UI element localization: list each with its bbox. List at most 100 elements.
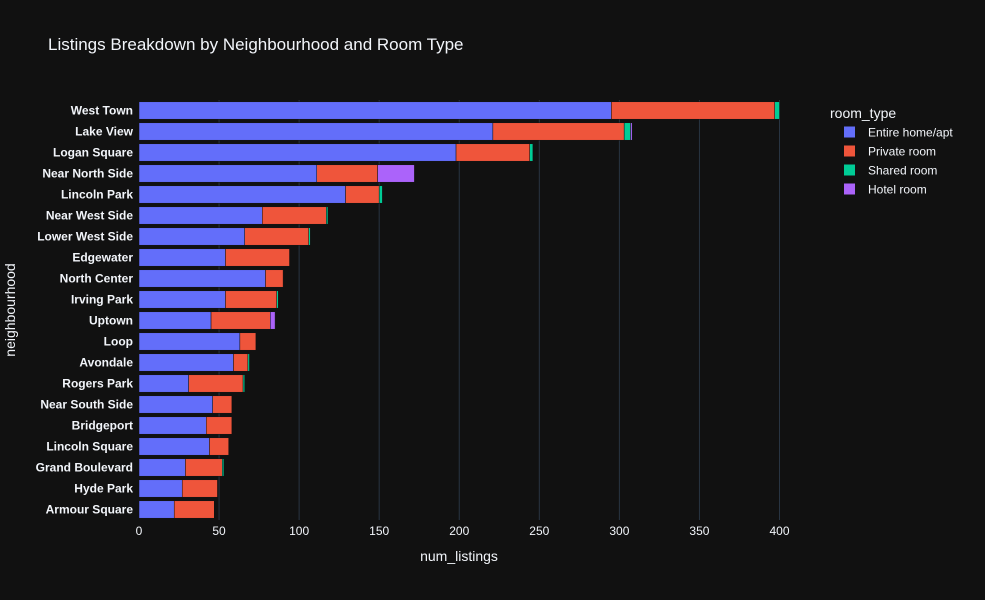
bar-segment[interactable] — [378, 185, 383, 204]
x-tick-label: 50 — [212, 524, 226, 538]
bar-segment[interactable] — [138, 143, 457, 162]
x-axis-label: num_listings — [420, 548, 498, 564]
bar-segment[interactable] — [247, 353, 250, 372]
bar-segment[interactable] — [308, 227, 311, 246]
bar-segment[interactable] — [138, 248, 226, 267]
bar-segment[interactable] — [210, 311, 271, 330]
x-tick-label: 0 — [136, 524, 143, 538]
chart-title: Listings Breakdown by Neighbourhood and … — [48, 35, 464, 54]
bar-segment[interactable] — [212, 395, 233, 414]
y-tick-label: North Center — [60, 272, 134, 286]
bar-segment[interactable] — [188, 374, 244, 393]
bar-segment[interactable] — [242, 374, 245, 393]
bar-segment[interactable] — [138, 437, 210, 456]
bar-segment[interactable] — [276, 290, 279, 309]
bar-segment[interactable] — [611, 101, 775, 120]
legend-label[interactable]: Shared room — [868, 164, 937, 178]
bar-segment[interactable] — [623, 122, 631, 141]
y-tick-label: Edgewater — [72, 251, 133, 265]
bar-segment[interactable] — [138, 122, 494, 141]
x-tick-label: 350 — [689, 524, 709, 538]
legend-title: room_type — [830, 105, 896, 121]
legend-label[interactable]: Private room — [868, 145, 936, 159]
legend-label[interactable]: Entire home/apt — [868, 126, 953, 140]
y-tick-label: Near South Side — [40, 398, 133, 412]
bar-segment[interactable] — [206, 416, 233, 435]
legend-swatch[interactable] — [844, 164, 855, 176]
y-tick-label: Logan Square — [53, 146, 133, 160]
bar-segment[interactable] — [377, 164, 415, 183]
bar-segment[interactable] — [138, 290, 226, 309]
bar-segment[interactable] — [138, 269, 266, 288]
x-tick-labels: 0 50 100 150 200 250 300 350 400 — [136, 524, 790, 538]
y-tick-label: Avondale — [79, 356, 133, 370]
y-tick-label: Bridgeport — [72, 419, 133, 433]
bar-segment[interactable] — [138, 311, 212, 330]
x-tick-label: 250 — [529, 524, 549, 538]
y-tick-labels: West Town Lake View Logan Square Near North… — [36, 104, 134, 517]
y-tick-label: Hyde Park — [74, 482, 133, 496]
legend-label[interactable]: Hotel room — [868, 183, 927, 197]
bar-segment[interactable] — [138, 500, 175, 519]
y-tick-label: Uptown — [89, 314, 133, 328]
bar-segment[interactable] — [270, 311, 276, 330]
bar-segment[interactable] — [138, 206, 263, 225]
y-tick-label: Rogers Park — [62, 377, 133, 391]
bar-segment[interactable] — [138, 101, 612, 120]
y-tick-label: Lake View — [75, 125, 133, 139]
y-tick-label: Lincoln Park — [61, 188, 133, 202]
bar-segment[interactable] — [173, 500, 215, 519]
y-tick-label: Near North Side — [42, 167, 133, 181]
bar-segment[interactable] — [455, 143, 530, 162]
bar-segment[interactable] — [138, 227, 245, 246]
bar-segment[interactable] — [138, 458, 186, 477]
bar-segment[interactable] — [225, 290, 277, 309]
bar-segment[interactable] — [774, 101, 780, 120]
bar-segment[interactable] — [209, 437, 229, 456]
bar-segment[interactable] — [262, 206, 327, 225]
bar-segment[interactable] — [239, 332, 257, 351]
bar-segment[interactable] — [630, 122, 633, 141]
bar-segment[interactable] — [345, 185, 380, 204]
bar-segment[interactable] — [138, 374, 189, 393]
bar-segment[interactable] — [225, 248, 290, 267]
x-tick-label: 100 — [289, 524, 309, 538]
y-tick-label: Armour Square — [46, 503, 134, 517]
legend-swatch[interactable] — [844, 183, 855, 195]
bar-segment[interactable] — [138, 479, 183, 498]
y-tick-label: Loop — [104, 335, 133, 349]
x-tick-label: 200 — [449, 524, 469, 538]
bar-segment[interactable] — [138, 395, 213, 414]
y-axis-label: neighbourhood — [2, 263, 18, 356]
bar-segment[interactable] — [233, 353, 249, 372]
bar-segment[interactable] — [138, 332, 241, 351]
y-tick-label: Grand Boulevard — [36, 461, 133, 475]
bar-segment[interactable] — [138, 353, 234, 372]
bar-segment[interactable] — [138, 164, 317, 183]
legend-swatch[interactable] — [844, 145, 855, 157]
y-tick-label: West Town — [71, 104, 133, 118]
bar-segment[interactable] — [529, 143, 534, 162]
x-tick-label: 150 — [369, 524, 389, 538]
bar-segment[interactable] — [181, 479, 218, 498]
bar-segment[interactable] — [326, 206, 329, 225]
y-tick-label: Lower West Side — [37, 230, 133, 244]
bars[interactable] — [138, 101, 780, 519]
legend-items[interactable]: Entire home/apt Private room Shared room Ho… — [844, 126, 953, 197]
bar-segment[interactable] — [244, 227, 309, 246]
bar-segment[interactable] — [138, 185, 346, 204]
y-tick-label: Irving Park — [71, 293, 133, 307]
bar-segment[interactable] — [138, 416, 207, 435]
bar-segment[interactable] — [492, 122, 625, 141]
bar-segment[interactable] — [265, 269, 284, 288]
y-tick-label: Near West Side — [46, 209, 133, 223]
bar-segment[interactable] — [316, 164, 378, 183]
bar-segment[interactable] — [185, 458, 223, 477]
bar-segment[interactable] — [222, 458, 225, 477]
y-tick-label: Lincoln Square — [46, 440, 133, 454]
x-tick-label: 400 — [769, 524, 789, 538]
x-tick-label: 300 — [609, 524, 629, 538]
legend-swatch[interactable] — [844, 126, 855, 138]
legend[interactable]: room_type Entire home/apt Private room Sha… — [830, 105, 953, 197]
